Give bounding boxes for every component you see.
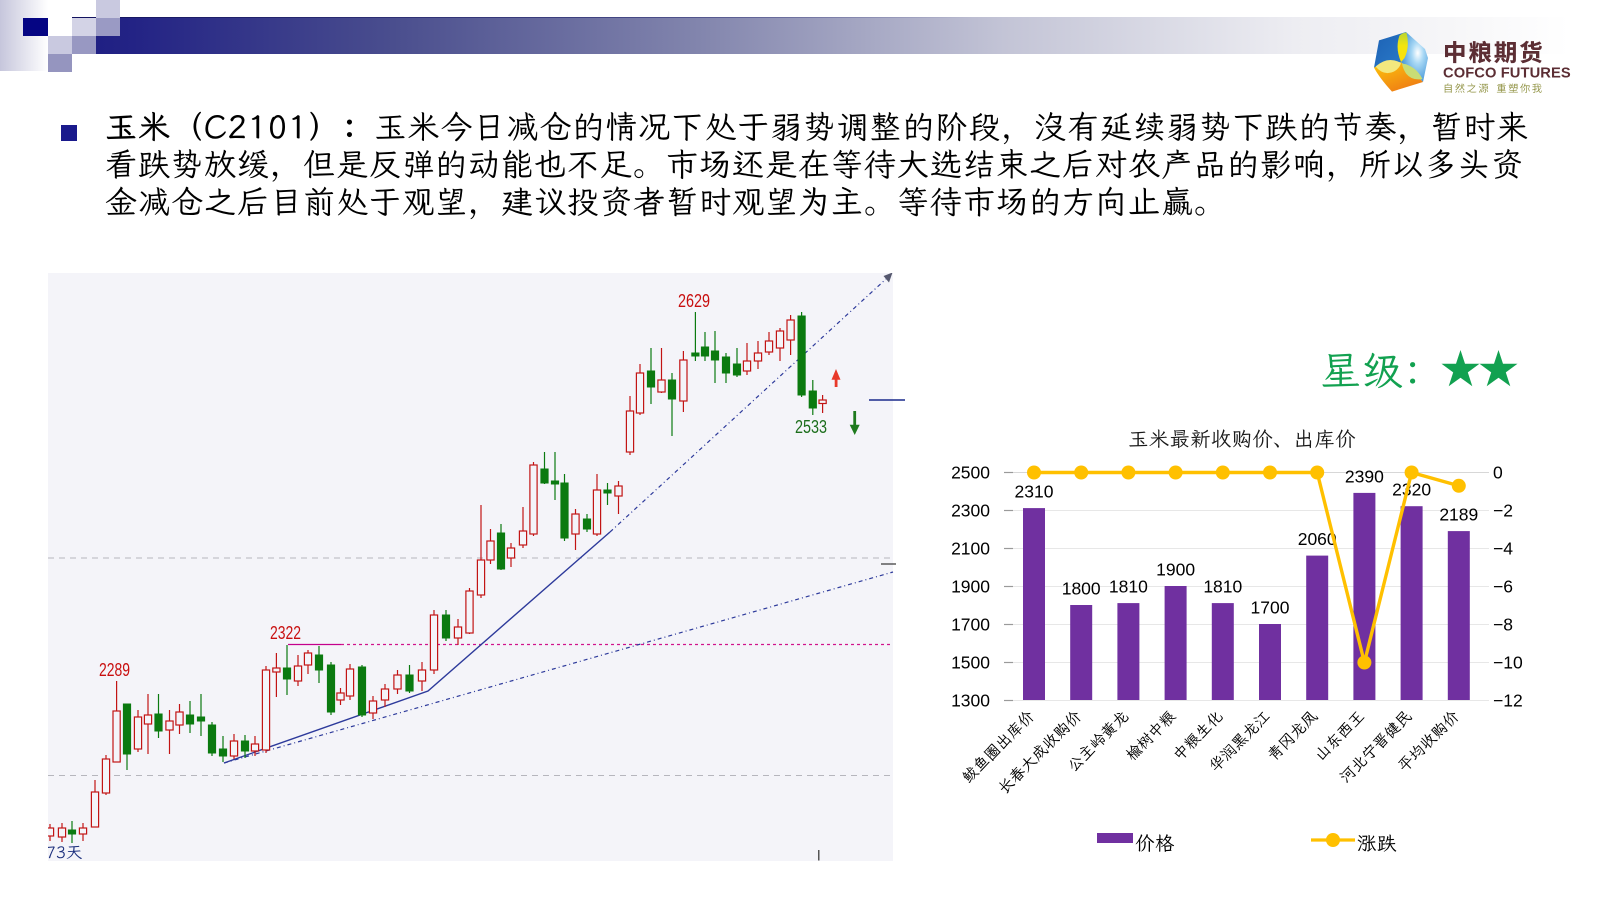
svg-text:1900: 1900: [1156, 560, 1195, 580]
svg-text:−12: −12: [1493, 691, 1523, 711]
svg-text:2320: 2320: [1392, 480, 1431, 500]
svg-text:2310: 2310: [1015, 482, 1054, 502]
svg-text:2300: 2300: [951, 501, 990, 521]
svg-text:−8: −8: [1493, 615, 1513, 635]
svg-text:2189: 2189: [1439, 505, 1478, 525]
svg-text:2390: 2390: [1345, 466, 1384, 486]
svg-text:1700: 1700: [1251, 598, 1290, 618]
svg-text:−2: −2: [1493, 501, 1513, 521]
svg-text:1700: 1700: [951, 615, 990, 635]
svg-text:2533: 2533: [795, 417, 827, 437]
svg-text:2322: 2322: [270, 623, 301, 643]
svg-text:2629: 2629: [678, 291, 710, 311]
svg-text:COFCO FUTURES: COFCO FUTURES: [1443, 66, 1571, 82]
svg-text:−6: −6: [1493, 577, 1513, 597]
svg-text:1500: 1500: [951, 653, 990, 673]
svg-text:2289: 2289: [99, 660, 130, 680]
svg-text:−10: −10: [1493, 653, 1523, 673]
svg-text:2100: 2100: [951, 539, 990, 559]
svg-text:1900: 1900: [951, 577, 990, 597]
svg-text:0: 0: [1493, 463, 1503, 483]
svg-text:1810: 1810: [1109, 577, 1148, 597]
svg-text:2060: 2060: [1298, 529, 1337, 549]
svg-text:−4: −4: [1493, 539, 1513, 559]
svg-text:2500: 2500: [951, 463, 990, 483]
svg-text:1810: 1810: [1203, 577, 1242, 597]
svg-text:1300: 1300: [951, 691, 990, 711]
svg-text:1800: 1800: [1062, 579, 1101, 599]
